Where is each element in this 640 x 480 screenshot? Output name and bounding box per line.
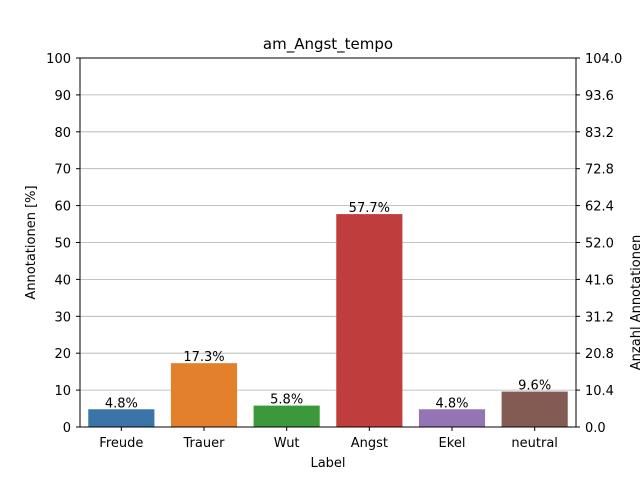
y2-tick-label: 72.8 (585, 163, 614, 178)
y-axis-title-left: Annotationen [%] (24, 185, 39, 299)
bar-angst (336, 214, 403, 427)
y-tick-label: 60 (54, 200, 71, 215)
y-tick-label: 70 (54, 163, 71, 178)
bar-ekel (418, 409, 486, 427)
x-tick-label: Ekel (439, 436, 466, 451)
y2-tick-label: 93.6 (585, 89, 614, 104)
data-label: 57.7% (349, 201, 390, 216)
y2-tick-label: 10.4 (585, 384, 614, 399)
bars (88, 214, 568, 427)
bar-trauer (170, 363, 238, 427)
data-labels: 4.8% 17.3% 5.8% 57.7% 4.8% 9.6% (105, 201, 551, 411)
y-tick-label: 90 (54, 89, 71, 104)
data-label: 4.8% (105, 396, 138, 411)
y2-tick-label: 104.0 (585, 52, 622, 67)
y-tick-label: 100 (46, 52, 71, 67)
x-tick-label: Wut (274, 436, 300, 451)
data-label: 4.8% (435, 396, 468, 411)
bar-neutral (501, 391, 568, 427)
y-tick-label: 10 (54, 384, 71, 399)
chart-title: am_Angst_tempo (263, 35, 393, 54)
y-tick-label: 50 (54, 237, 71, 252)
x-tick-label: neutral (511, 436, 558, 451)
y-tick-label: 40 (54, 273, 71, 288)
y-tick-label: 0 (63, 421, 71, 436)
bar-freude (88, 409, 155, 427)
data-label: 17.3% (183, 350, 224, 365)
bar-wut (253, 405, 320, 427)
y2-tick-label: 83.2 (585, 126, 614, 141)
y2-tick-label: 52.0 (585, 237, 614, 252)
ticks: 0 10 20 30 40 50 60 70 80 90 100 0.0 10.4 20.8 31.2 41.… (46, 52, 622, 451)
y2-tick-label: 0.0 (585, 421, 606, 436)
y2-tick-label: 31.2 (585, 310, 614, 325)
y-tick-label: 80 (54, 126, 71, 141)
data-label: 9.6% (518, 379, 551, 394)
y-tick-label: 20 (54, 347, 71, 362)
x-tick-label: Angst (351, 436, 388, 451)
x-tick-label: Freude (99, 436, 143, 451)
x-tick-label: Trauer (183, 436, 226, 451)
y2-tick-label: 20.8 (585, 347, 614, 362)
x-axis-title: Label (310, 456, 345, 471)
y2-tick-label: 62.4 (585, 200, 614, 215)
y-axis-title-right: Anzahl Annotationen (629, 235, 640, 370)
y2-tick-label: 41.6 (585, 273, 614, 288)
data-label: 5.8% (270, 393, 303, 408)
y-tick-label: 30 (54, 310, 71, 325)
